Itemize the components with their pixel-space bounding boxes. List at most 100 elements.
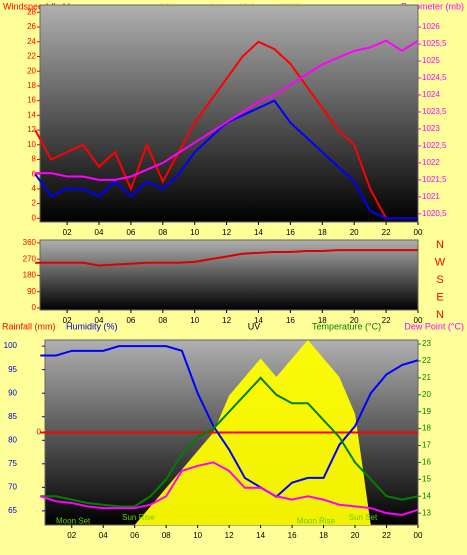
x-tick-label: 06: [126, 316, 135, 325]
compass-label: S: [436, 274, 443, 286]
y-tick-label: 90: [27, 287, 36, 296]
x-tick-label: 10: [190, 228, 199, 237]
y2-tick-label: 19: [422, 407, 431, 416]
y2-tick-label: 15: [422, 474, 431, 483]
y-label: Windspeed (kph): [3, 1, 71, 11]
x-tick-label: 22: [382, 228, 391, 237]
x-tick-label: 04: [95, 316, 104, 325]
series-line: [40, 345, 419, 498]
x-tick-label: 12: [222, 228, 231, 237]
x-tick-label: 06: [130, 531, 139, 540]
y2-tick-label: 1024,5: [422, 73, 447, 82]
y2-tick-label: 1023,5: [422, 107, 447, 116]
x-tick-label: 02: [63, 316, 72, 325]
x-tick-label: 16: [288, 531, 297, 540]
y-tick-label: 180: [23, 271, 37, 280]
x-tick-label: 04: [95, 228, 104, 237]
x-tick-label: 18: [319, 531, 328, 540]
y-tick-label: 95: [8, 365, 17, 374]
compass-label: N: [436, 309, 444, 321]
series-line: [35, 39, 419, 181]
y2-tick-label: 1021: [422, 192, 440, 201]
y-tick-label: 12: [27, 125, 36, 134]
y2-tick-label: 23: [422, 339, 431, 348]
y2-tick-label: 18: [422, 424, 431, 433]
series-line: [35, 249, 418, 267]
y2-tick-label: 1026: [422, 22, 440, 31]
y-tick-label: 18: [27, 81, 36, 90]
y-tick-label: 16: [27, 96, 36, 105]
x-tick-label: 14: [254, 228, 263, 237]
compass-label: N: [436, 239, 444, 251]
annotation: Sun Rise: [122, 513, 155, 522]
x-tick-label: 18: [318, 316, 327, 325]
x-tick-label: 08: [158, 228, 167, 237]
y-tick-label: 65: [8, 506, 17, 515]
y2-tick-label: 13: [422, 508, 431, 517]
x-tick-label: 22: [382, 531, 391, 540]
y2-tick-label: 22: [422, 356, 431, 365]
y2-label: Barometer (mb): [401, 1, 464, 11]
x-tick-label: 14: [254, 316, 263, 325]
x-tick-label: 04: [99, 531, 108, 540]
x-tick-label: 12: [222, 316, 231, 325]
plot-area: [39, 239, 419, 311]
x-tick-label: 12: [225, 531, 234, 540]
x-tick-label: 08: [158, 316, 167, 325]
y-tick-label: 0: [32, 213, 37, 222]
y2-tick-label: 1022: [422, 158, 440, 167]
y-tick-label: 20: [27, 66, 36, 75]
y-tick-label: 90: [8, 388, 17, 397]
annotation: Sun Set: [349, 513, 378, 522]
uv-label: UV: [248, 321, 261, 331]
x-tick-label: 10: [193, 531, 202, 540]
y2-tick-label: 21: [422, 373, 431, 382]
x-tick-label: 20: [351, 531, 360, 540]
x-tick-label: 22: [382, 316, 391, 325]
y2-tick-label: 1021,5: [422, 175, 447, 184]
y-tick-label: 75: [8, 459, 17, 468]
y2-tick-label: 1025: [422, 56, 440, 65]
annotation: Moon Set: [56, 516, 91, 525]
annotation: Moon Rise: [297, 516, 336, 525]
series-line: [34, 40, 418, 220]
rain-label: Rainfall (mm): [2, 321, 56, 331]
dew-label: Dew Point (°C): [404, 321, 464, 331]
compass-label: E: [436, 291, 443, 303]
y-tick-label: 4: [32, 184, 37, 193]
x-tick-label: 16: [286, 228, 295, 237]
y-tick-label: 28: [27, 7, 36, 16]
y-tick-label: 85: [8, 412, 17, 421]
y-tick-label: 2: [32, 199, 37, 208]
x-tick-label: 10: [190, 316, 199, 325]
y2-tick-label: 1020,5: [422, 209, 447, 218]
y2-tick-label: 14: [422, 491, 431, 500]
y-tick-label: 6: [32, 169, 37, 178]
y-tick-label: 8: [32, 155, 37, 164]
x-tick-label: 02: [67, 531, 76, 540]
x-tick-label: 00: [414, 531, 423, 540]
y-tick-label: 270: [23, 254, 37, 263]
y-tick-label: 10: [27, 140, 36, 149]
y2-tick-label: 1023: [422, 124, 440, 133]
y-tick-label: 22: [27, 52, 36, 61]
y-tick-label: 360: [23, 238, 37, 247]
x-tick-label: 00: [414, 316, 423, 325]
x-tick-label: 20: [350, 316, 359, 325]
compass-label: W: [435, 256, 446, 268]
x-tick-label: 02: [63, 228, 72, 237]
x-tick-label: 08: [162, 531, 171, 540]
y3-tick-label: 0: [37, 428, 42, 437]
x-tick-label: 06: [126, 228, 135, 237]
y-tick-label: 24: [27, 37, 36, 46]
y2-tick-label: 17: [422, 441, 431, 450]
series-line: [40, 376, 419, 508]
y-tick-label: 70: [8, 482, 17, 491]
y2-tick-label: 1022,5: [422, 141, 447, 150]
x-tick-label: 14: [256, 531, 265, 540]
temperature-label: Temperature (°C): [312, 321, 381, 331]
x-tick-label: 16: [286, 316, 295, 325]
y2-tick-label: 16: [422, 458, 431, 467]
